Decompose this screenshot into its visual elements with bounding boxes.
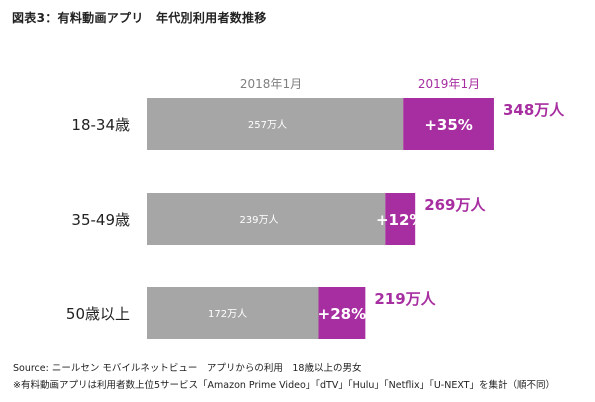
source-note: Source: ニールセン モバイルネットビュー アプリからの利用 18歳以上の… bbox=[13, 363, 362, 374]
bar-chart: 2018年1月 2019年1月 18-34歳 257万人 +35% 348万人 35-49歳… bbox=[66, 77, 565, 339]
bar-2018 bbox=[147, 287, 319, 339]
category-label: 35-49歳 bbox=[71, 211, 130, 229]
base-value-label: 172万人 bbox=[208, 308, 247, 320]
bar-2018 bbox=[147, 98, 404, 150]
bar-2019-growth bbox=[385, 193, 416, 245]
series-label-2018: 2018年1月 bbox=[240, 77, 302, 91]
growth-label: +12% bbox=[376, 211, 424, 229]
base-value-label: 257万人 bbox=[248, 119, 287, 131]
footnote: ※有料動画アプリは利用者数上位5サービス「Amazon Prime Video」… bbox=[13, 380, 555, 391]
bar-2019-growth bbox=[403, 98, 494, 150]
total-value-label: 219万人 bbox=[374, 290, 436, 308]
category-label: 50歳以上 bbox=[66, 305, 130, 323]
bar-2019-growth bbox=[318, 287, 366, 339]
chart-title: 図表3：有料動画アプリ 年代別利用者数推移 bbox=[12, 11, 267, 25]
bar-2018 bbox=[147, 193, 386, 245]
category-label: 18-34歳 bbox=[71, 116, 130, 134]
total-value-label: 269万人 bbox=[424, 196, 486, 214]
growth-label: +35% bbox=[424, 116, 472, 134]
base-value-label: 239万人 bbox=[239, 214, 278, 226]
growth-label: +28% bbox=[318, 305, 366, 323]
total-value-label: 348万人 bbox=[503, 101, 565, 119]
series-label-2019: 2019年1月 bbox=[418, 77, 480, 91]
